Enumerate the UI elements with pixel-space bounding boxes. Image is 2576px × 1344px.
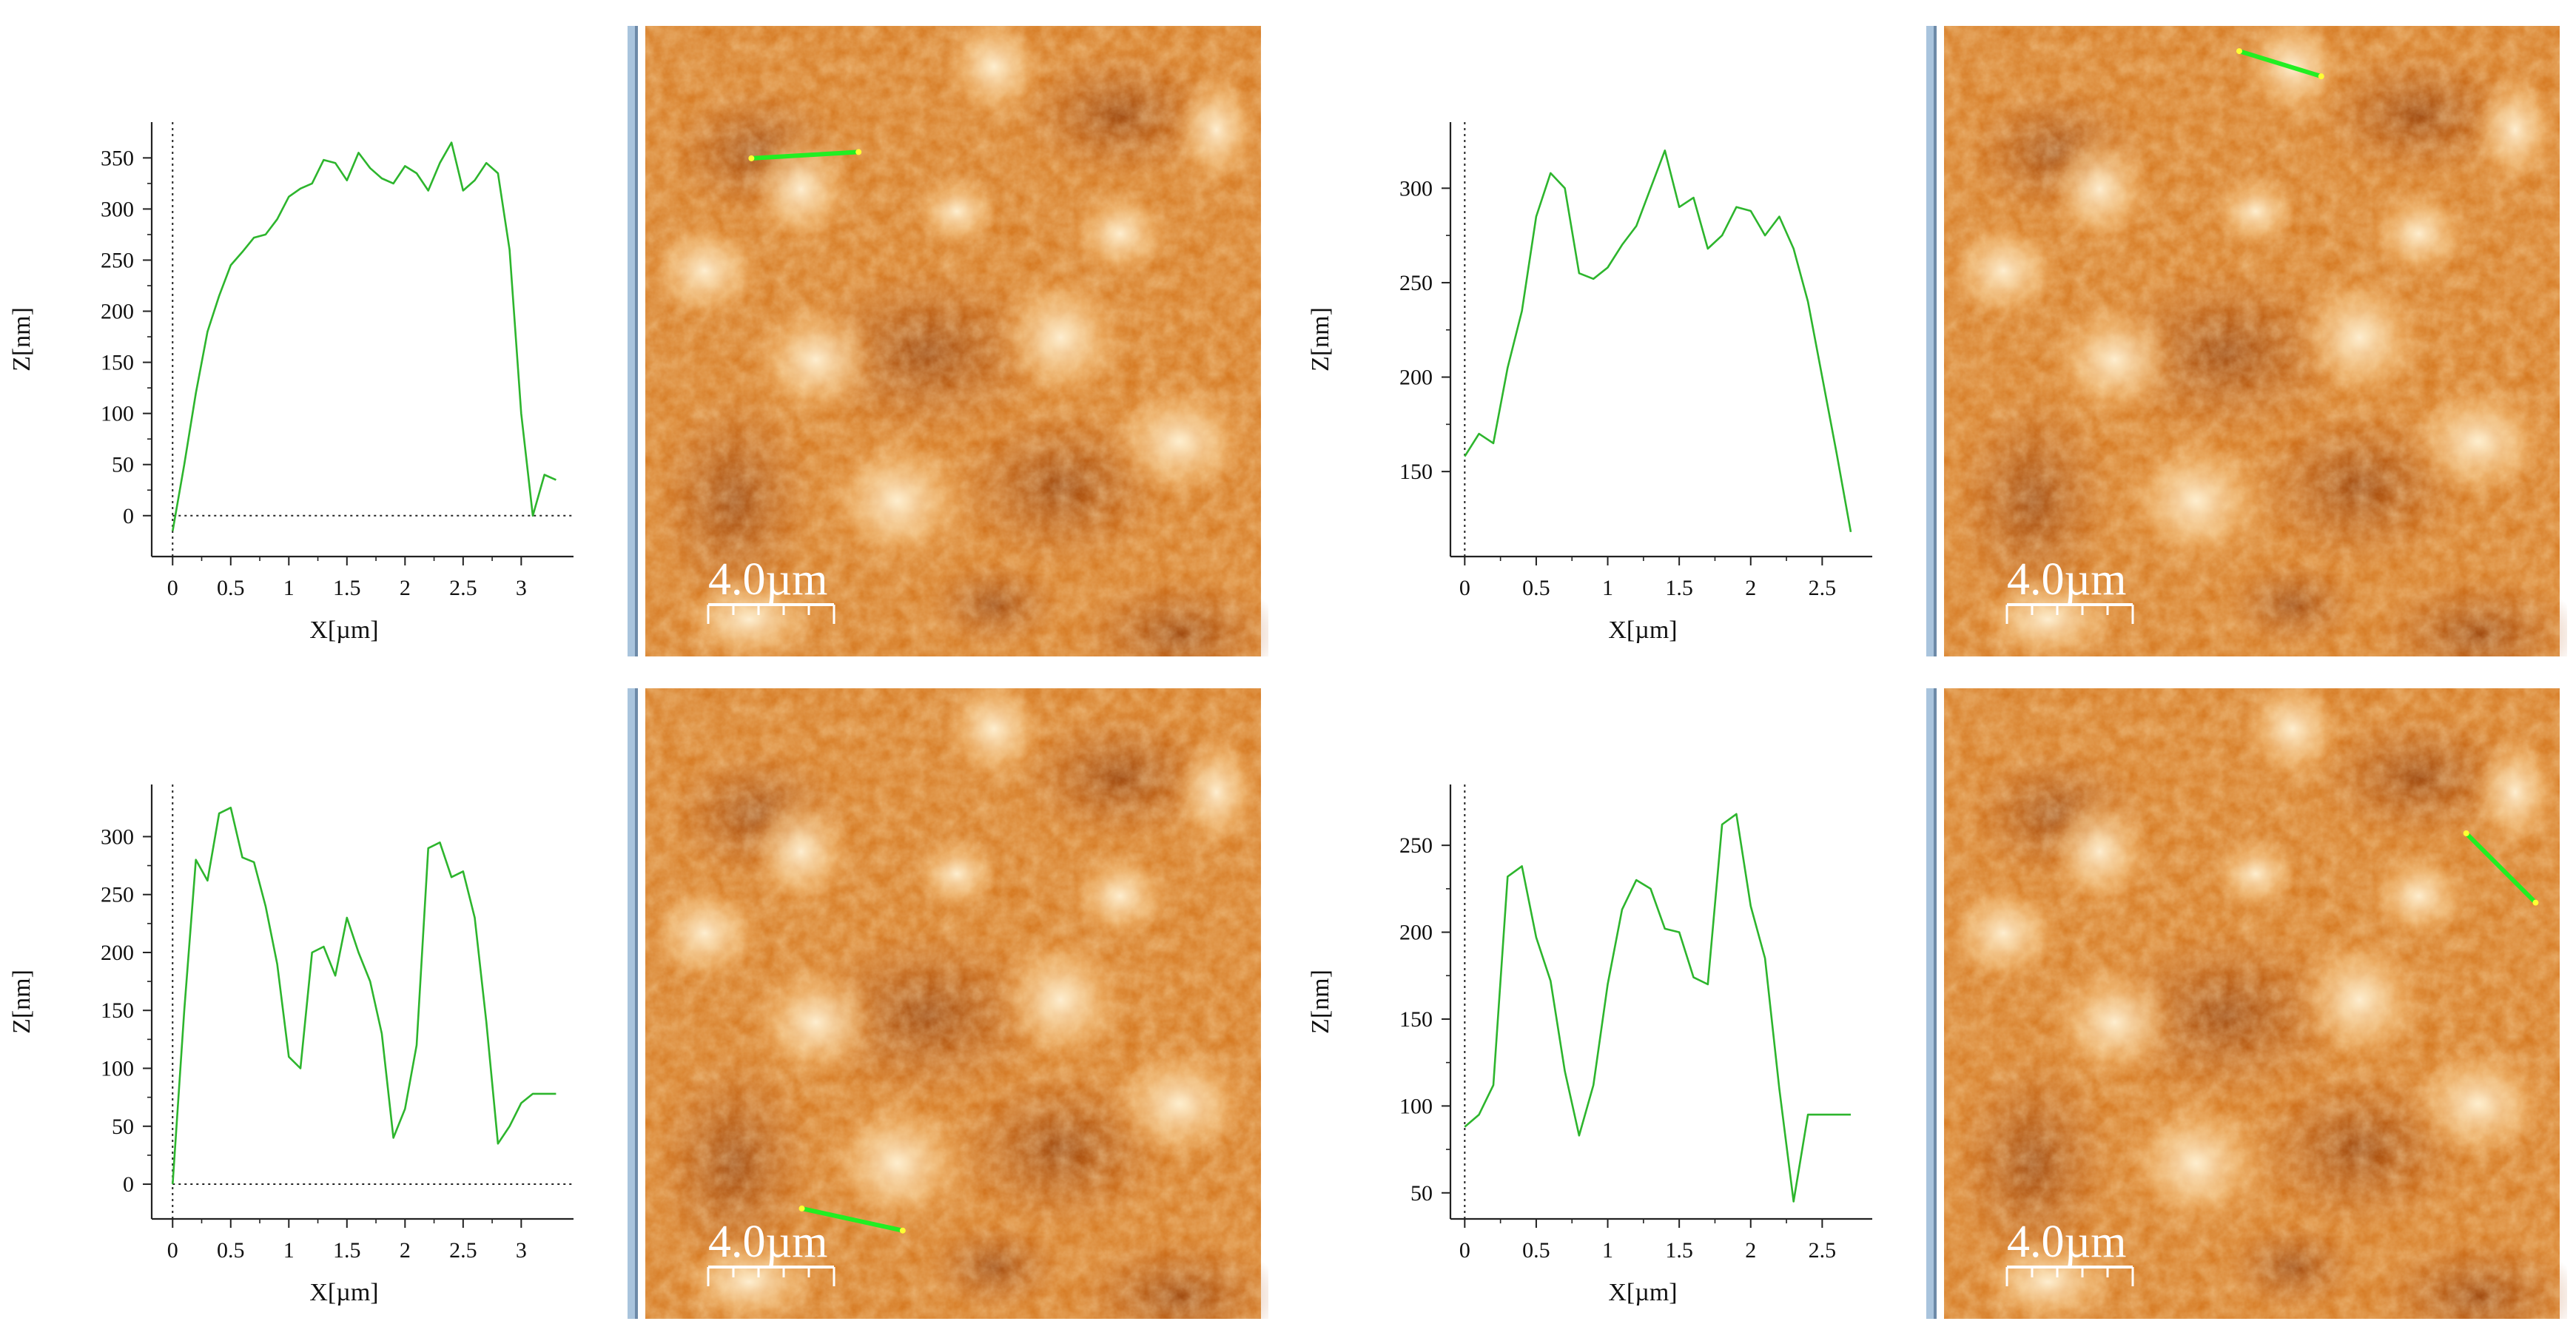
- x-tick-label: 2: [400, 576, 411, 600]
- afm-image-4: 4.0µm: [1926, 688, 2576, 1319]
- profile-chart-1: 0 0.5 1 1.5 2 2.5 3 0 50 100 150 200 250 300 350 X[µm] Z…: [8, 122, 574, 644]
- y-tick-label: 150: [1399, 460, 1433, 484]
- y-tick-label: 50: [112, 1115, 134, 1139]
- scale-bar-label: 4.0µm: [708, 554, 827, 605]
- y-tick-label: 200: [1399, 921, 1433, 945]
- x-axis-label: X[µm]: [309, 1279, 378, 1306]
- scan-line-start-marker: [798, 1205, 805, 1212]
- x-tick-label: 0: [167, 576, 178, 600]
- scan-line-end-marker: [855, 149, 862, 155]
- y-tick-label: 250: [101, 883, 134, 907]
- x-tick-label: 1: [1602, 1238, 1613, 1263]
- y-tick-label: 200: [1399, 366, 1433, 390]
- x-tick-label: 1.5: [1665, 576, 1693, 600]
- x-tick-label: 1: [1602, 576, 1613, 600]
- y-tick-label: 300: [101, 824, 134, 849]
- x-axis-label: X[µm]: [1608, 1279, 1677, 1306]
- y-tick-label: 150: [101, 351, 134, 375]
- afm-image-3: 4.0µm: [628, 688, 1283, 1319]
- afm-image-1: 4.0µm: [628, 26, 1283, 656]
- y-tick-label: 0: [123, 1172, 134, 1197]
- x-tick-label: 2.5: [449, 576, 477, 600]
- y-tick-label: 100: [101, 402, 134, 426]
- x-tick-label: 0.5: [217, 576, 245, 600]
- x-tick-label: 0.5: [1522, 576, 1550, 600]
- x-tick-label: 0.5: [217, 1238, 245, 1263]
- height-profile-line: [172, 141, 556, 531]
- viewer-frame-inner-edge: [1934, 688, 1937, 1319]
- profile-chart-4: 0 0.5 1 1.5 2 2.5 50 100 150 200 250 X[µm] Z[nm]: [1307, 784, 1872, 1306]
- scan-line-start-marker: [2463, 830, 2469, 836]
- y-axis-label: Z[nm]: [8, 307, 36, 372]
- viewer-frame-inner-edge: [635, 688, 638, 1319]
- y-tick-label: 150: [101, 998, 134, 1023]
- scan-line-end-marker: [2318, 73, 2324, 80]
- y-tick-label: 0: [123, 504, 134, 528]
- x-tick-label: 1: [283, 1238, 295, 1263]
- height-profile-line: [172, 807, 556, 1185]
- profile-scan-line: [2236, 49, 2324, 79]
- x-tick-label: 2: [400, 1238, 411, 1263]
- y-tick-label: 150: [1399, 1007, 1433, 1032]
- y-tick-label: 200: [101, 300, 134, 324]
- x-tick-label: 1.5: [333, 576, 361, 600]
- scale-bar-label: 4.0µm: [2007, 1217, 2126, 1267]
- y-tick-label: 300: [1399, 176, 1433, 201]
- y-tick-label: 350: [101, 146, 134, 170]
- profile-chart-3: 0 0.5 1 1.5 2 2.5 3 0 50 100 150 200 250 300 X[µm] Z[nm…: [8, 784, 574, 1306]
- y-tick-label: 100: [1399, 1094, 1433, 1118]
- y-tick-label: 50: [112, 453, 134, 477]
- scale-bar-label: 4.0µm: [2007, 554, 2126, 605]
- y-axis-label: Z[nm]: [1307, 970, 1334, 1034]
- y-tick-label: 250: [1399, 271, 1433, 295]
- height-profile-line: [1464, 813, 1851, 1203]
- profile-chart-2: 0 0.5 1 1.5 2 2.5 150 200 250 300 X[µm] Z[nm]: [1307, 122, 1872, 644]
- x-tick-label: 2: [1745, 1238, 1756, 1263]
- y-tick-label: 200: [101, 941, 134, 965]
- afm-image-2: 4.0µm: [1926, 26, 2576, 656]
- y-tick-label: 300: [101, 197, 134, 221]
- x-tick-label: 1: [283, 576, 295, 600]
- x-tick-label: 3: [516, 576, 527, 600]
- viewer-frame-inner-edge: [635, 26, 638, 656]
- y-axis-label: Z[nm]: [1307, 307, 1334, 372]
- profile-scan-line: [799, 1206, 905, 1233]
- y-axis-label: Z[nm]: [8, 970, 36, 1034]
- height-profile-line: [1464, 149, 1852, 533]
- x-tick-label: 3: [516, 1238, 527, 1263]
- x-tick-label: 0.5: [1522, 1238, 1550, 1263]
- y-tick-label: 100: [101, 1057, 134, 1081]
- x-tick-label: 1.5: [1665, 1238, 1693, 1263]
- x-tick-label: 2: [1745, 576, 1756, 600]
- x-tick-label: 0: [167, 1238, 178, 1263]
- profile-scan-line: [749, 149, 861, 161]
- scan-line-end-marker: [2532, 899, 2539, 906]
- x-tick-label: 0: [1459, 1238, 1470, 1263]
- scan-line-start-marker: [748, 155, 755, 161]
- scan-line-start-marker: [2236, 48, 2242, 55]
- x-tick-label: 1.5: [333, 1238, 361, 1263]
- x-tick-label: 0: [1459, 576, 1470, 600]
- x-tick-label: 2.5: [1809, 1238, 1837, 1263]
- y-tick-label: 250: [1399, 833, 1433, 858]
- scan-line-end-marker: [899, 1227, 906, 1234]
- profile-scan-line: [2464, 830, 2538, 905]
- x-axis-label: X[µm]: [309, 616, 378, 644]
- y-tick-label: 250: [101, 248, 134, 272]
- scale-bar-label: 4.0µm: [708, 1217, 827, 1267]
- x-tick-label: 2.5: [449, 1238, 477, 1263]
- viewer-frame-inner-edge: [1934, 26, 1937, 656]
- y-tick-label: 50: [1410, 1181, 1433, 1206]
- x-axis-label: X[µm]: [1608, 616, 1677, 644]
- x-tick-label: 2.5: [1809, 576, 1837, 600]
